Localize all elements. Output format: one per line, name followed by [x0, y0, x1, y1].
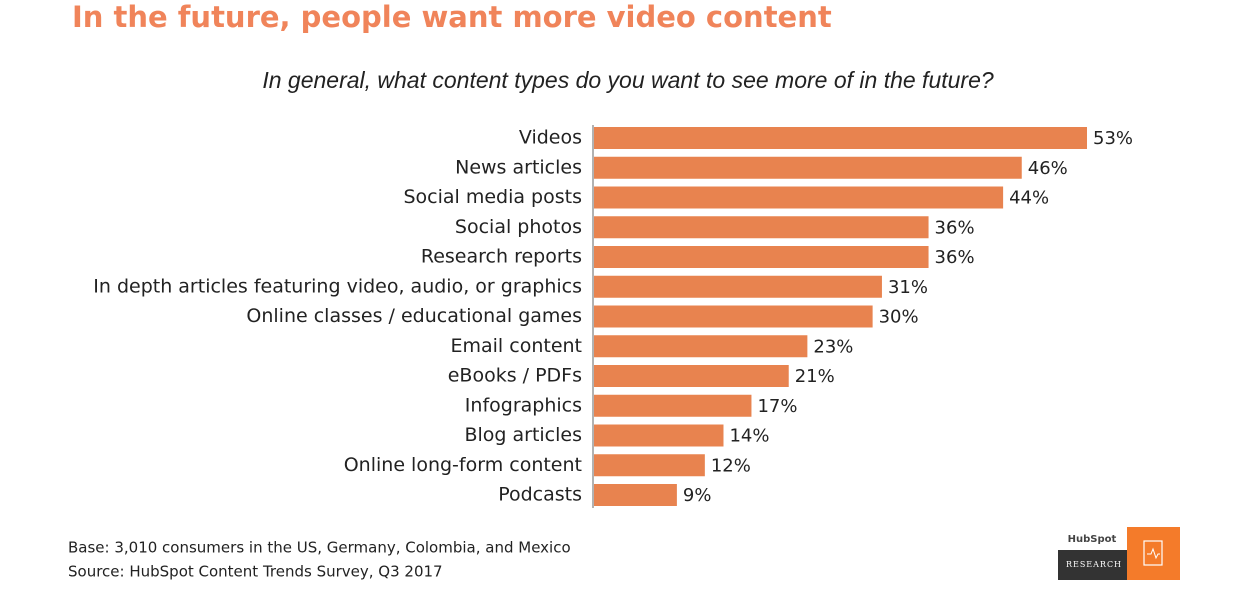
chart-subtitle: In general, what content types do you wa…: [262, 67, 994, 93]
bar: [594, 484, 677, 506]
bar: [594, 365, 789, 387]
bar: [594, 127, 1087, 149]
value-label: 36%: [935, 247, 975, 268]
value-label: 44%: [1009, 188, 1049, 209]
footnote: Base: 3,010 consumers in the US, Germany…: [68, 539, 571, 557]
value-label: 31%: [888, 277, 928, 298]
value-label: 17%: [757, 396, 797, 417]
category-label: Online classes / educational games: [246, 305, 582, 327]
category-label: In depth articles featuring video, audio…: [93, 275, 582, 297]
logo-brand: HubSpot: [1068, 534, 1117, 545]
bar: [594, 454, 705, 477]
value-label: 46%: [1028, 158, 1068, 179]
logo-icon: [1147, 547, 1160, 560]
category-label: News articles: [455, 156, 582, 178]
footnote: Source: HubSpot Content Trends Survey, Q…: [68, 563, 443, 581]
bar: [594, 186, 1004, 209]
logo-icon-box: [1127, 527, 1180, 580]
value-label: 9%: [683, 485, 712, 506]
category-label: Research reports: [421, 246, 582, 268]
category-label: Social media posts: [403, 186, 582, 208]
category-label: eBooks / PDFs: [448, 365, 582, 387]
value-label: 53%: [1093, 128, 1133, 149]
category-label: Social photos: [455, 216, 582, 238]
value-label: 30%: [879, 307, 919, 328]
category-label: Email content: [451, 335, 583, 357]
value-label: 21%: [795, 366, 835, 387]
category-label: Videos: [519, 127, 582, 149]
value-label: 36%: [935, 217, 975, 238]
category-label: Online long-form content: [344, 454, 582, 476]
category-label: Blog articles: [464, 424, 582, 446]
category-label: Podcasts: [498, 484, 582, 506]
value-label: 12%: [711, 455, 751, 476]
bar: [594, 156, 1022, 179]
bar: [594, 394, 752, 417]
bar: [594, 305, 873, 328]
logo-box: [1058, 550, 1130, 580]
value-label: 14%: [729, 426, 769, 447]
logo-icon: [1143, 540, 1163, 566]
bar: [594, 335, 808, 358]
bar: [594, 216, 929, 239]
chart-title: In the future, people want more video co…: [72, 0, 832, 34]
logo: RESEARCH HubSpot: [1058, 527, 1180, 580]
value-label: 23%: [813, 336, 853, 357]
bar: [594, 424, 724, 447]
category-label: Infographics: [465, 394, 582, 416]
logo-label: RESEARCH: [1066, 560, 1122, 569]
bar: [594, 246, 929, 268]
bar: [594, 275, 882, 298]
